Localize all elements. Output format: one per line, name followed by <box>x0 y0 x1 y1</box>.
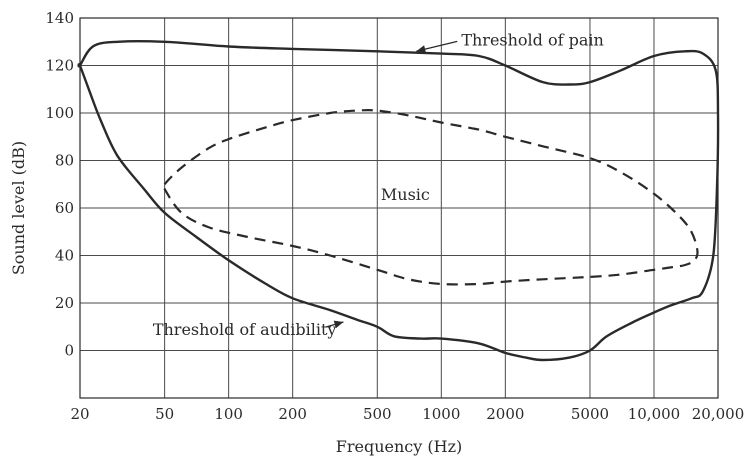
annotation-threshold-of-audibility: Threshold of audibility <box>153 320 337 339</box>
y-axis-title: Sound level (dB) <box>9 141 28 275</box>
x-tick-label: 50 <box>155 405 174 423</box>
x-tick-label: 200 <box>278 405 307 423</box>
x-tick-label: 1000 <box>422 405 460 423</box>
y-tick-label: 120 <box>45 57 74 75</box>
arrow-threshold-of-audibility <box>325 320 344 329</box>
hearing-threshold-curve <box>77 40 720 362</box>
y-tick-label: 40 <box>55 247 74 265</box>
x-tick-labels: 20 50 100 200 500 1000 2000 5000 10,000 20,000 <box>70 405 744 423</box>
y-tick-label: 80 <box>55 152 74 170</box>
annotation-music: Music <box>381 185 430 204</box>
x-tick-label: 10,000 <box>628 405 681 423</box>
y-tick-label: 20 <box>55 294 74 312</box>
x-tick-label: 20 <box>70 405 89 423</box>
x-tick-label: 500 <box>363 405 392 423</box>
plot-frame <box>79 17 719 399</box>
y-tick-label: 140 <box>45 9 74 27</box>
arrow-head <box>333 320 344 329</box>
x-tick-label: 100 <box>214 405 243 423</box>
annotation-threshold-of-pain: Threshold of pain <box>461 30 604 49</box>
x-axis-title: Frequency (Hz) <box>336 437 463 456</box>
series-layer <box>77 40 720 362</box>
y-tick-label: 0 <box>64 342 74 360</box>
x-tick-label: 2000 <box>486 405 524 423</box>
y-tick-labels: 0 20 40 60 80 100 120 140 <box>45 9 74 360</box>
arrow-threshold-of-pain <box>416 40 458 54</box>
arrow-head <box>416 45 427 54</box>
x-tick-label: 20,000 <box>692 405 745 423</box>
y-tick-label: 100 <box>45 104 74 122</box>
music-range-curve <box>161 109 699 286</box>
x-tick-label: 5000 <box>571 405 609 423</box>
y-tick-label: 60 <box>55 199 74 217</box>
